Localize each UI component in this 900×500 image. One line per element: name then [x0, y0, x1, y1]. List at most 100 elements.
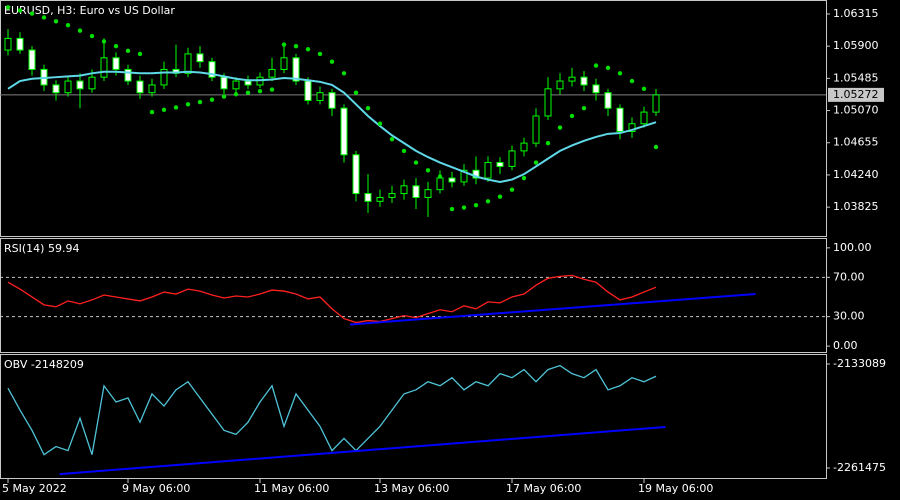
candle-body	[88, 76, 96, 90]
sar-dot	[521, 175, 527, 181]
sar-dot	[125, 48, 131, 54]
y-tick-label: -2133089	[833, 357, 886, 370]
panel-title: OBV -2148209	[4, 358, 84, 371]
last-price-label: 1.05272	[833, 88, 879, 101]
panel-title: EURUSD, H3: Euro vs US Dollar	[4, 4, 175, 17]
x-tick-label: 5 May 2022	[2, 482, 67, 495]
candle-body	[484, 162, 492, 179]
sar-dot	[401, 148, 407, 154]
candle-body	[232, 80, 240, 90]
sar-dot	[5, 5, 11, 10]
trend-line	[349, 293, 756, 326]
sar-dot	[581, 106, 587, 111]
candle-body	[508, 150, 516, 167]
sar-dot	[89, 33, 95, 39]
candle-body	[292, 57, 300, 82]
candle-body	[652, 94, 660, 113]
candle-body	[316, 92, 324, 101]
candle-body	[280, 57, 288, 70]
sar-dot	[557, 125, 563, 130]
candle-body	[328, 92, 336, 109]
sar-dot	[209, 97, 215, 102]
sar-dot	[497, 194, 503, 199]
y-tick-label: -2261475	[833, 461, 886, 474]
sar-dot	[533, 160, 539, 165]
sar-dot	[233, 92, 239, 97]
sar-dot	[245, 90, 251, 95]
y-tick-label: 1.06315	[833, 7, 879, 20]
sar-dot	[293, 43, 299, 49]
sar-dot	[509, 187, 515, 192]
candle-body	[136, 80, 144, 94]
y-tick-label: 30.00	[833, 310, 865, 323]
series-line	[7, 364, 657, 456]
x-tick-label: 17 May 06:00	[506, 482, 581, 495]
candle-body	[460, 169, 468, 183]
sar-dot	[473, 202, 479, 208]
candle-body	[52, 84, 60, 94]
candle-body	[184, 53, 192, 74]
candle-body	[124, 68, 132, 82]
candle-body	[160, 68, 168, 86]
y-tick-label: 100.00	[833, 241, 872, 254]
sar-dot	[17, 8, 23, 13]
sar-dot	[221, 94, 227, 99]
sar-dot	[65, 23, 71, 28]
candle-body	[604, 92, 612, 109]
sar-dot	[329, 59, 335, 64]
price-panel	[0, 0, 827, 237]
trend-line	[59, 426, 666, 476]
sar-dot	[485, 199, 491, 204]
y-tick-label: 1.05485	[833, 71, 879, 84]
sar-dot	[653, 144, 659, 150]
sar-dot	[617, 71, 623, 76]
y-tick-label: 1.05900	[833, 39, 879, 52]
candle-body	[64, 80, 72, 94]
sar-dot	[413, 160, 419, 165]
sar-dot	[629, 78, 635, 84]
sar-dot	[341, 71, 347, 76]
sar-dot	[305, 47, 311, 52]
sar-dot	[605, 65, 611, 71]
panel-title: RSI(14) 59.94	[4, 242, 79, 255]
sar-dot	[113, 43, 119, 49]
sar-dot	[365, 106, 371, 111]
x-tick-label: 13 May 06:00	[374, 482, 449, 495]
series-line	[7, 274, 657, 324]
sar-dot	[281, 42, 287, 47]
sar-dot	[185, 102, 191, 107]
candle-body	[148, 84, 156, 94]
candle-body	[520, 142, 528, 152]
sar-dot	[29, 11, 35, 16]
candle-body	[208, 61, 216, 78]
candle-body	[496, 162, 504, 167]
candle-body	[340, 107, 348, 156]
candle-body	[388, 193, 396, 198]
candle-body	[352, 154, 360, 195]
candle-body	[4, 37, 12, 51]
sar-dot	[101, 39, 107, 44]
sar-dot	[569, 113, 575, 119]
sar-dot	[41, 15, 47, 20]
sar-dot	[53, 19, 59, 24]
candle-body	[112, 57, 120, 70]
rsi-panel	[0, 238, 827, 353]
y-tick-label: 0.00	[833, 339, 858, 352]
sar-dot	[593, 63, 599, 68]
x-tick-label: 11 May 06:00	[254, 482, 329, 495]
candle-body	[616, 107, 624, 132]
candle-body	[580, 76, 588, 86]
x-tick-label: 19 May 06:00	[638, 482, 713, 495]
sar-dot	[137, 51, 143, 57]
candle-body	[544, 88, 552, 117]
candle-body	[268, 68, 276, 78]
sar-dot	[197, 99, 203, 105]
sar-dot	[269, 87, 275, 92]
candle-body	[364, 193, 372, 202]
obv-panel	[0, 354, 827, 479]
sar-dot	[317, 51, 323, 57]
last-price-box	[828, 87, 884, 102]
candle-body	[304, 80, 312, 101]
sar-dot	[449, 206, 455, 212]
